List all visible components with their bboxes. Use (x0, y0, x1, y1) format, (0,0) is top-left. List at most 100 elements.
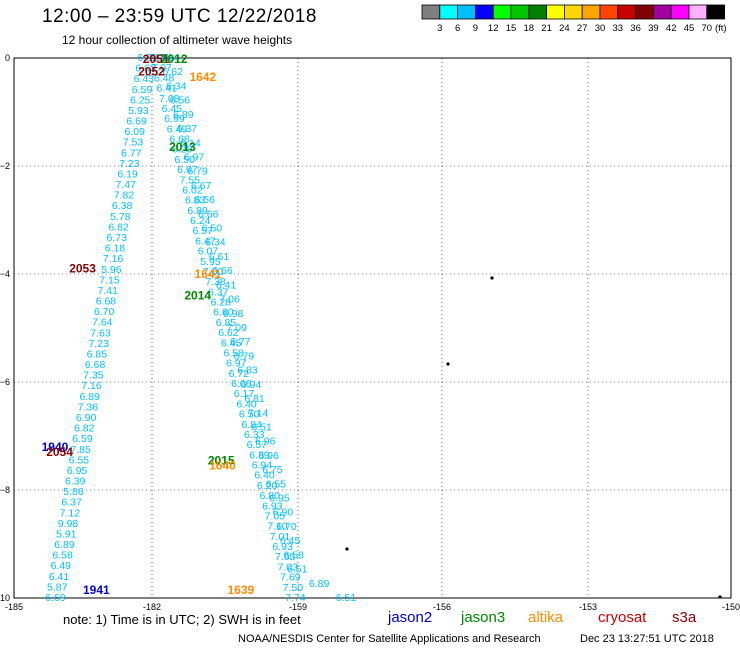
wave-height-value: 7.03 (278, 561, 299, 573)
wave-height-value: 5.93 (128, 105, 149, 117)
wave-height-value: 6.09 (125, 126, 146, 138)
wave-height-value: 6.37 (208, 286, 229, 298)
pass-time-label: 1641 (195, 267, 222, 281)
wave-height-value: 6.41 (216, 279, 237, 291)
scale-label: 3 (437, 23, 442, 34)
wave-height-value: 6.89 (54, 539, 75, 551)
wave-height-value: 6.99 (164, 113, 185, 125)
pass-time-label: 2012 (161, 52, 188, 66)
wave-height-value: 7.69 (280, 572, 301, 584)
wave-height-value: 6.90 (76, 412, 97, 424)
wave-height-value: 6.41 (49, 571, 70, 583)
scale-label: 45 (684, 23, 695, 34)
x-tick-label: -182 (143, 602, 161, 612)
wave-height-value: 6.49 (51, 560, 72, 572)
wave-height-value: 6.59 (132, 84, 153, 96)
wave-height-value: 6.73 (107, 232, 128, 244)
wave-height-value: 7.23 (88, 338, 109, 350)
wave-height-value: 6.80 (259, 490, 280, 502)
wave-height-value: 7.47 (116, 179, 137, 191)
pass-time-label: 2013 (169, 140, 196, 154)
wave-height-value: 6.48 (154, 72, 175, 84)
scale-label: 36 (630, 23, 641, 34)
wave-height-value: 7.55 (180, 174, 201, 186)
wave-height-value: 6.06 (231, 378, 252, 390)
island-mark (345, 547, 349, 551)
wave-height-value: 6.07 (198, 246, 219, 258)
wave-height-value: 6.85 (87, 348, 108, 360)
wave-height-value: 6.67 (191, 180, 212, 192)
wave-height-value: 6.58 (52, 550, 73, 562)
wave-height-value: 6.97 (226, 358, 247, 370)
wave-height-value: 6.28 (211, 297, 232, 309)
wave-height-value: 6.40 (254, 470, 275, 482)
wave-height-value: 7.65 (275, 551, 296, 563)
wave-height-value: 6.89 (309, 578, 330, 590)
wave-height-value: 6.62 (162, 66, 183, 78)
x-tick-label: -153 (579, 602, 597, 612)
wave-height-value: 7.06 (219, 294, 240, 306)
scale-label: 18 (524, 23, 535, 34)
legend-cryosat: cryosat (598, 609, 647, 626)
wave-height-value: 6.40 (236, 398, 257, 410)
wave-height-value: 6.77 (121, 147, 142, 159)
wave-height-value: 6.37 (61, 497, 82, 509)
wave-height-value: 6.58 (283, 549, 304, 561)
scale-label: 12 (488, 23, 499, 34)
scale-label: 39 (648, 23, 659, 34)
scale-label: 24 (559, 23, 570, 34)
wave-height-value: 6.82 (108, 221, 129, 233)
wave-height-value: 6.93 (262, 500, 283, 512)
wave-height-value: 7.50 (283, 582, 304, 594)
pass-time-label: 1639 (228, 583, 255, 597)
wave-height-value: 6.96 (255, 436, 276, 448)
pass-time-label: 1941 (83, 583, 110, 597)
wave-height-value: 6.19 (117, 168, 138, 180)
wave-height-value: 7.16 (103, 253, 124, 265)
island-mark (446, 362, 450, 366)
wave-height-value: 6.66 (198, 208, 219, 220)
wave-height-value: 6.68 (169, 134, 190, 146)
wave-height-value: 7.10 (267, 521, 288, 533)
wave-height-value: 6.83 (185, 195, 206, 207)
pass-time-label: 1642 (189, 70, 216, 84)
wave-height-value: 6.55 (266, 478, 287, 490)
wave-height-value: 6.63 (135, 63, 156, 75)
wave-height-value: 6.83 (237, 365, 258, 377)
wave-height-value: 6.84 (241, 419, 262, 431)
island-mark (718, 595, 722, 599)
pass-time-label: 2052 (138, 65, 165, 79)
wave-height-value: 6.39 (249, 449, 270, 461)
wave-height-value: 6.47 (195, 235, 216, 247)
wave-height-value: 6.89 (79, 391, 100, 403)
wave-height-value: 6.68 (85, 359, 106, 371)
wave-height-value: 9.98 (58, 518, 79, 530)
wave-height-value: 6.39 (65, 476, 86, 488)
island-mark (490, 276, 494, 280)
wave-height-value: 7.07 (151, 62, 172, 74)
footer-credit: NOAA/NESDIS Center for Satellite Applica… (238, 633, 541, 645)
pass-time-label: 1640 (209, 459, 236, 473)
wave-height-value: 6.95 (67, 465, 88, 477)
wave-height-value: 6.38 (112, 200, 133, 212)
wave-height-value: 7.01 (270, 531, 291, 543)
wave-height-value: 7.36 (78, 401, 99, 413)
wave-height-value: 7.38 (205, 276, 226, 288)
pass-time-label: 2053 (69, 262, 96, 276)
wave-height-value: 6.69 (45, 592, 66, 604)
wave-height-value: 5.78 (110, 211, 131, 223)
wave-height-value: 6.24 (190, 215, 211, 227)
wave-height-value: 6.67 (177, 164, 198, 176)
wave-height-value: 6.57 (247, 439, 268, 451)
wave-height-value: 6.34 (205, 237, 226, 249)
wave-height-value: 7.35 (83, 370, 104, 382)
wave-height-value: 6.33 (244, 429, 265, 441)
footer-timestamp: Dec 23 13:27:51 UTC 2018 (580, 633, 714, 645)
wave-height-value: 6.97 (184, 151, 205, 163)
wave-height-value: 6.60 (213, 307, 234, 319)
wave-height-value: 6.79 (234, 350, 255, 362)
wave-height-value: 6.20 (257, 480, 278, 492)
wave-height-value: 7.41 (97, 285, 118, 297)
wave-height-value: 7.64 (92, 317, 113, 329)
pass-time-label: 2014 (184, 289, 211, 303)
